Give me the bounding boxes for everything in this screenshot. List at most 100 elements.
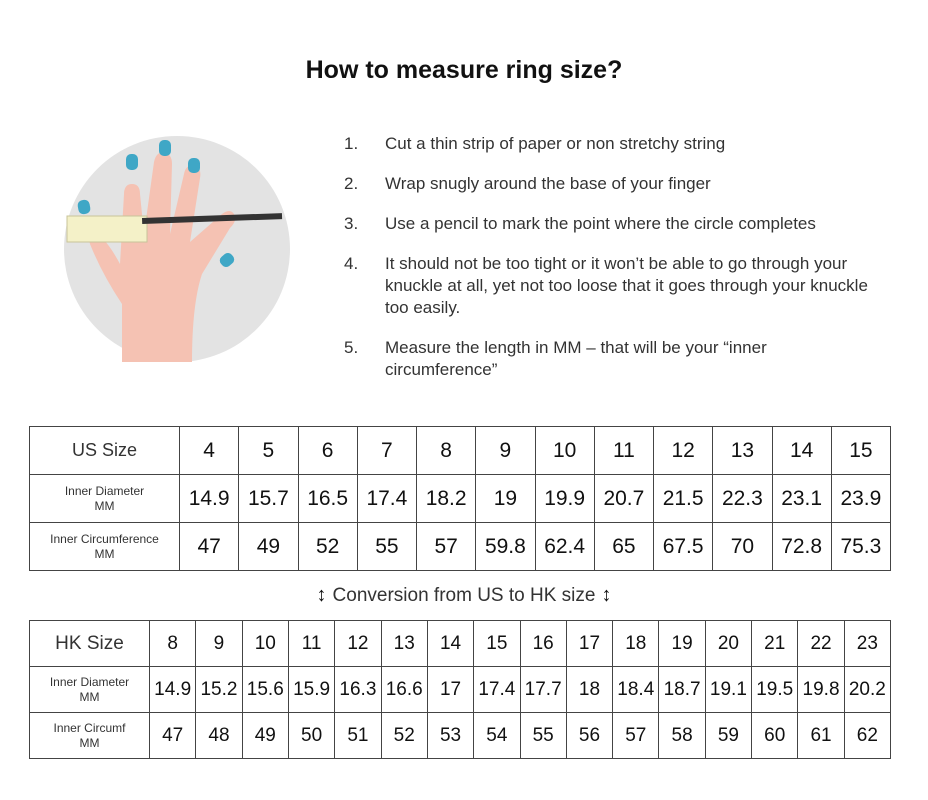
table-cell: 8 [415,426,477,475]
step-item: 5. Measure the length in MM – that will b… [344,337,874,381]
table-cell: 61 [797,712,845,759]
table-cell: 55 [356,522,418,571]
table-cell: 23 [843,620,892,667]
table-cell: 9 [195,620,243,667]
table-cell: 10 [241,620,289,667]
table-cell: 13 [380,620,428,667]
table-cell: 15.6 [241,666,289,713]
table-cell: 20.7 [593,474,655,523]
table-cell: 21.5 [652,474,714,523]
table-cell: 19 [658,620,706,667]
table-cell: 49 [238,522,299,571]
circ-row: Inner Circumference MM 47 49 52 55 57 59.8 62.4 6… [29,522,892,571]
table-cell: 15 [830,426,892,475]
page-title: How to measure ring size? [305,56,623,84]
table-cell: 19.8 [797,666,845,713]
unit-label: MM [94,498,115,513]
table-cell: 18 [565,666,614,713]
hand-measuring-illustration [64,136,290,362]
up-down-arrow-icon: ↕ [601,584,612,606]
table-cell: 19.5 [751,666,799,713]
step-item: 4. It should not be too tight or it won’t… [344,253,874,319]
step-number: 1. [344,134,359,153]
step-text: Measure the length in MM – that will be … [385,338,767,379]
table-cell: 19.1 [704,666,753,713]
table-cell: 19.9 [534,474,595,523]
table-cell: 62.4 [534,522,595,571]
table-cell: 57 [415,522,477,571]
table-cell: 15 [473,620,521,667]
table-cell: 67.5 [652,522,714,571]
table-cell: 18.4 [612,666,660,713]
table-cell: 17.4 [473,666,521,713]
table-cell: 60 [751,712,799,759]
table-cell: 14.9 [148,666,197,713]
diam-row: Inner Diameter MM 14.9 15.2 15.6 15.9 16.3 16.6… [29,666,892,713]
table-cell: 48 [195,712,243,759]
step-number: 5. [344,338,359,357]
table-cell: 17 [565,620,614,667]
table-cell: 54 [473,712,521,759]
step-text: Wrap snugly around the base of your fing… [385,174,711,193]
table-cell: 16.3 [334,666,382,713]
table-cell: 14 [426,620,475,667]
size-row: HK Size 8 9 10 11 12 13 14 15 16 17 18 19 20 21 22 23 [29,620,892,667]
table-cell: 75.3 [830,522,892,571]
row-header: Inner Diameter MM [29,666,150,713]
table-cell: 14 [771,426,832,475]
size-row: US Size 4 5 6 7 8 9 10 11 12 13 14 15 [29,426,892,475]
conversion-label: ↕ Conversion from US to HK size ↕ [0,584,928,607]
step-text: Use a pencil to mark the point where the… [385,214,816,233]
table-cell: 17 [426,666,475,713]
row-header: HK Size [29,620,150,667]
table-cell: 15.9 [287,666,336,713]
step-number: 3. [344,214,359,233]
table-cell: 11 [593,426,655,475]
instructions-list: 1. Cut a thin strip of paper or non stret… [344,133,874,399]
us-size-table: US Size 4 5 6 7 8 9 10 11 12 13 14 15 Inner Diameter M… [29,426,892,571]
diam-row: Inner Diameter MM 14.9 15.7 16.5 17.4 18.2 19 19… [29,474,892,523]
table-cell: 22.3 [712,474,773,523]
table-cell: 17.4 [356,474,418,523]
table-cell: 4 [178,426,240,475]
table-cell: 52 [297,522,358,571]
table-cell: 23.9 [830,474,892,523]
table-cell: 9 [475,426,536,475]
table-cell: 65 [593,522,655,571]
table-cell: 20.2 [843,666,892,713]
table-cell: 58 [658,712,706,759]
table-cell: 13 [712,426,773,475]
step-text: Cut a thin strip of paper or non stretch… [385,134,726,153]
unit-label: MM [79,735,100,750]
table-cell: 56 [565,712,614,759]
table-cell: 21 [751,620,799,667]
unit-label: MM [79,689,100,704]
step-item: 1. Cut a thin strip of paper or non stret… [344,133,874,155]
table-cell: 62 [843,712,892,759]
table-cell: 8 [148,620,197,667]
row-label: Inner Circumf [53,720,126,735]
table-cell: 11 [287,620,336,667]
table-cell: 47 [148,712,197,759]
table-cell: 57 [612,712,660,759]
step-text: It should not be too tight or it won’t b… [385,254,868,317]
up-down-arrow-icon: ↕ [316,584,327,606]
step-number: 4. [344,254,359,273]
table-cell: 16 [519,620,567,667]
table-cell: 6 [297,426,358,475]
row-header: Inner Circumference MM [29,522,180,571]
table-cell: 19 [475,474,536,523]
unit-label: MM [94,546,115,561]
row-label: Inner Circumference [50,531,159,546]
table-cell: 16.6 [380,666,428,713]
conversion-text: Conversion from US to HK size [332,585,596,606]
row-header: US Size [29,426,180,475]
row-header: Inner Diameter MM [29,474,180,523]
table-cell: 50 [287,712,336,759]
table-cell: 18 [612,620,660,667]
row-label: Inner Diameter [64,483,145,498]
table-cell: 10 [534,426,595,475]
table-cell: 14.9 [178,474,240,523]
table-cell: 70 [712,522,773,571]
table-cell: 59 [704,712,753,759]
